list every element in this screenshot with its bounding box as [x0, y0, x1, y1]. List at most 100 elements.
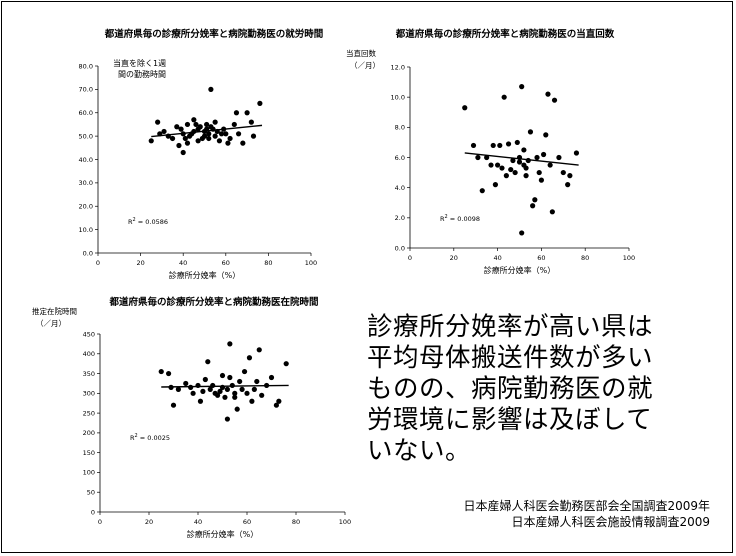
source-line: 日本産婦人科医会勤務医部会全国調査2009年 [463, 499, 710, 513]
data-point [254, 378, 260, 385]
data-point [233, 110, 240, 116]
data-point [201, 133, 208, 139]
data-point [212, 133, 218, 139]
x-tick-label: 80 [292, 518, 300, 526]
data-point [227, 135, 233, 142]
y-tick-label: 0.0 [83, 249, 93, 257]
x-tick-label: 20 [145, 518, 153, 526]
data-point [216, 138, 223, 144]
r-squared-exponent: 2 [133, 217, 136, 223]
data-point [527, 129, 534, 135]
main-message: 診療所分娩率が高い県は 平均母体搬送件数が多い ものの、病院勤務医の就 労環境に… [367, 312, 654, 466]
data-point [227, 341, 233, 347]
data-point [495, 162, 501, 168]
y-tick-label: 10.0 [391, 93, 405, 101]
data-point [210, 382, 216, 389]
data-point [206, 131, 212, 137]
data-point [232, 394, 238, 400]
x-tick-label: 60 [537, 254, 545, 262]
scatter-chart-working-hours: 都道府県毎の診療所分娩率と病院勤務医の就労時間 0.0 10.0 20.0 30.0 40… [79, 28, 324, 280]
x-axis-label: 診療所分娩率（%） [484, 265, 556, 275]
y-axis-label: 当直回数 [346, 48, 376, 58]
data-point [573, 150, 580, 156]
r-squared-label: R2 = 0.0098 [440, 214, 480, 223]
data-point [560, 169, 566, 176]
data-point [237, 378, 243, 385]
y-axis-unit: （／月） [350, 61, 380, 70]
r-squared-label: R2 = 0.0025 [130, 433, 170, 442]
y-tick-label: 4.0 [395, 184, 405, 192]
x-tick-label: 100 [305, 259, 317, 267]
data-point [170, 402, 177, 408]
data-point [234, 406, 240, 412]
y-axis-label: 推定在院時間 [32, 306, 77, 316]
scatter-chart-duty-count: 都道府県毎の診療所分娩率と病院勤務医の当直回数 0.0 2.0 4.0 6.0 8.0 10… [346, 28, 635, 275]
data-point [246, 355, 253, 361]
data-point [184, 121, 191, 128]
data-point [204, 121, 210, 128]
data-point [244, 390, 250, 396]
y-tick-label: 200 [83, 429, 95, 437]
data-point [276, 398, 282, 404]
y-tick-label: 10.0 [79, 226, 93, 234]
source-line: 日本産婦人科医会施設情報調査2009 [511, 515, 710, 529]
data-point [256, 347, 262, 353]
trend-line [151, 124, 263, 138]
data-point [240, 140, 246, 146]
x-tick-label: 0 [408, 254, 412, 262]
data-point [479, 188, 485, 194]
y-tick-label: 6.0 [395, 154, 405, 162]
data-point [268, 374, 275, 381]
data-point [510, 157, 516, 164]
y-tick-label: 8.0 [395, 124, 405, 132]
data-point [567, 173, 573, 179]
data-point [195, 138, 201, 144]
data-point [178, 126, 184, 132]
data-point [182, 135, 188, 142]
data-point [519, 84, 525, 90]
x-tick-label: 0 [96, 259, 100, 267]
data-point [534, 154, 540, 161]
data-point [551, 97, 558, 103]
data-point [223, 131, 229, 137]
data-point [508, 166, 514, 173]
data-point [512, 169, 518, 176]
data-point [158, 368, 164, 375]
data-point [273, 402, 279, 408]
data-point [183, 380, 189, 387]
y-tick-label: 0 [91, 508, 95, 516]
x-tick-label: 20 [136, 259, 144, 267]
r-squared-value: = 0.0586 [136, 218, 168, 226]
data-point [184, 140, 191, 146]
data-point [222, 394, 228, 400]
y-tick-label: 350 [83, 370, 95, 378]
data-point [536, 169, 542, 176]
y-axis-unit: （／月） [36, 319, 66, 328]
y-tick-label: 40.0 [79, 156, 93, 164]
data-point [470, 142, 477, 149]
data-point [505, 141, 512, 147]
data-point [202, 376, 208, 383]
y-tick-label: 12.0 [391, 63, 405, 71]
y-tick-label: 300 [83, 390, 95, 398]
data-point [484, 154, 490, 161]
data-point [501, 94, 507, 100]
x-tick-label: 80 [581, 254, 589, 262]
data-point [556, 154, 562, 161]
data-point [492, 182, 499, 188]
y-tick-label: 30.0 [79, 179, 93, 187]
r-squared-base: R [130, 434, 135, 442]
data-point [538, 177, 544, 183]
data-point [540, 151, 547, 158]
y-tick-label: 80.0 [79, 62, 93, 70]
r-squared-exponent: 2 [135, 433, 138, 439]
data-point [208, 86, 214, 92]
x-tick-label: 40 [179, 259, 187, 267]
data-point [249, 398, 255, 404]
data-point [519, 230, 525, 236]
data-point [251, 386, 257, 392]
data-point [488, 162, 494, 168]
r-squared-exponent: 2 [445, 214, 448, 220]
data-point [250, 133, 257, 139]
